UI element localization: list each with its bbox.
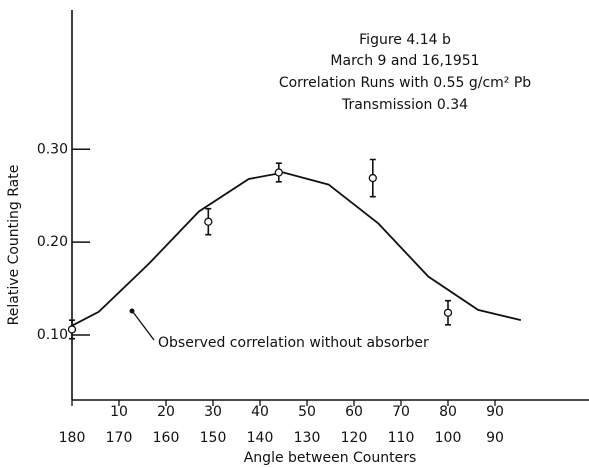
data-point: [274, 168, 283, 177]
x2-tick-label: 10: [110, 404, 128, 420]
x-tick-label: 130: [294, 430, 321, 446]
x2-tick-label: 50: [298, 404, 316, 420]
data-point: [204, 217, 213, 226]
x2-tick-label: 20: [157, 404, 175, 420]
pointer-dot: [129, 308, 135, 314]
x-tick-label: 100: [435, 430, 462, 446]
y-axis-label: Relative Counting Rate: [6, 165, 22, 326]
y-tick-label: 0.30: [37, 141, 68, 157]
x-axis-label: Angle between Counters: [244, 450, 417, 466]
data-point: [67, 325, 77, 334]
y-tick-label: 0.10: [37, 327, 68, 343]
x2-tick-label: 30: [204, 404, 222, 420]
data-point: [443, 308, 453, 317]
curve: [71, 171, 522, 327]
annotation: Transmission 0.34: [341, 97, 468, 113]
annotation: March 9 and 16,1951: [330, 53, 479, 69]
x2-tick-label: 40: [251, 404, 269, 420]
x-tick-label: 120: [341, 430, 368, 446]
x2-tick-label: 60: [345, 404, 363, 420]
x2-tick-label: 80: [439, 404, 457, 420]
curve-label: Observed correlation without absorber: [158, 335, 429, 351]
x-tick-label: 160: [153, 430, 180, 446]
x-tick-label: 90: [486, 430, 504, 446]
y-tick-label: 0.20: [37, 234, 68, 250]
x-tick-label: 170: [106, 430, 133, 446]
x-tick-label: 150: [200, 430, 227, 446]
annotation: Figure 4.14 b: [359, 32, 451, 48]
x-tick-label: 110: [388, 430, 415, 446]
annotation: Correlation Runs with 0.55 g/cm² Pb: [279, 75, 531, 91]
x-tick-label: 140: [247, 430, 274, 446]
data-point: [368, 173, 377, 183]
pointer: [132, 311, 155, 341]
x2-tick-label: 70: [392, 404, 410, 420]
x2-tick-label: 90: [486, 404, 504, 420]
x-tick-label: 180: [59, 430, 86, 446]
